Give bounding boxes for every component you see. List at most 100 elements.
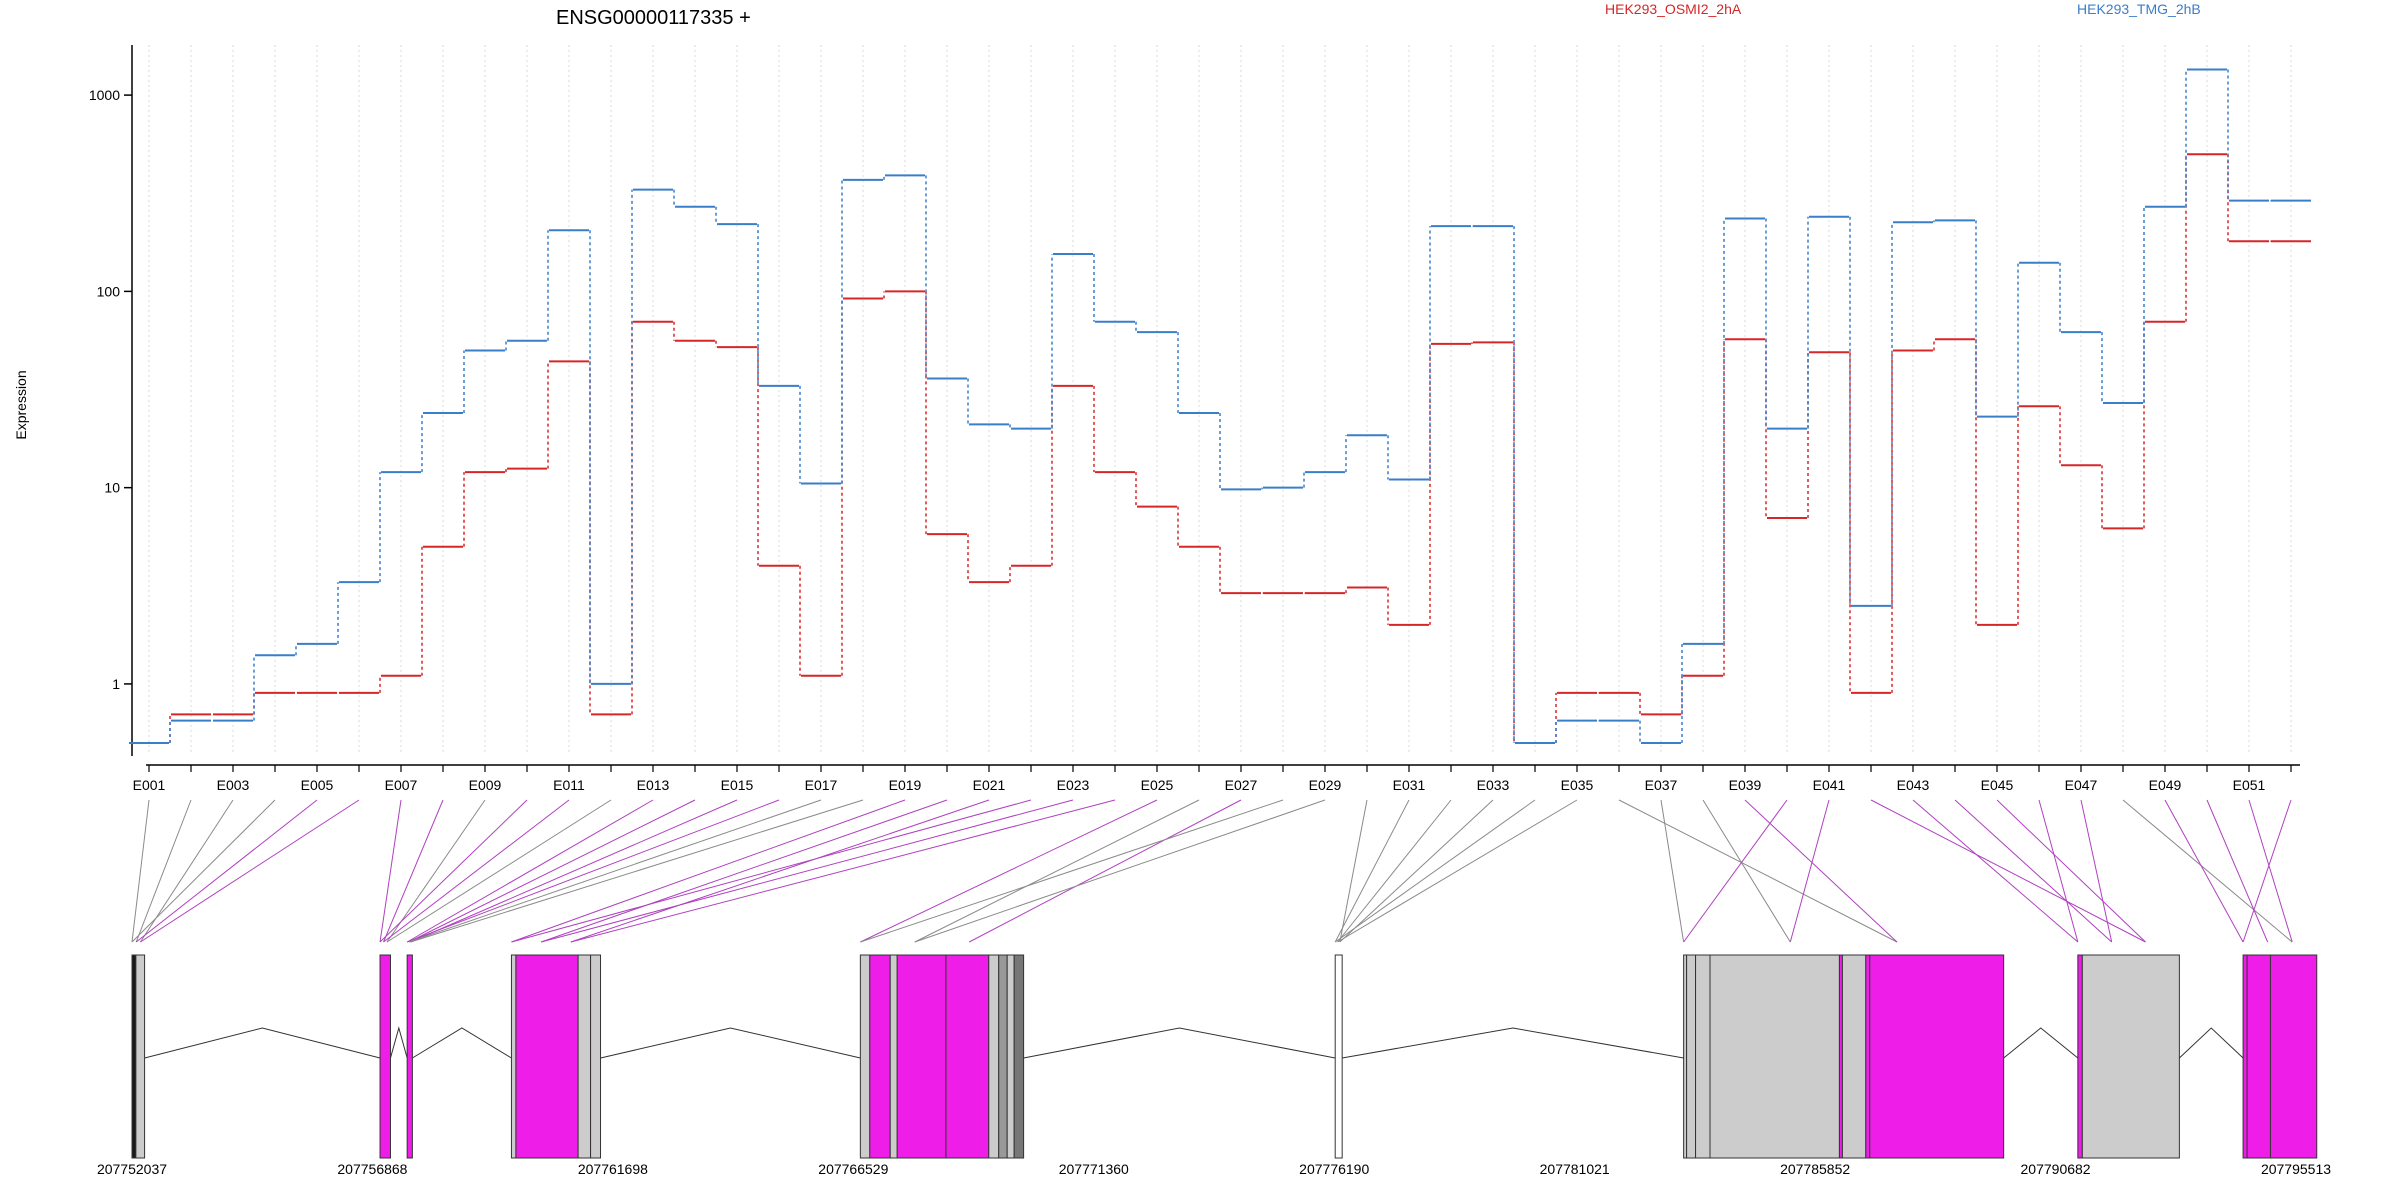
x-tick-label-e029: E029 bbox=[1309, 777, 1342, 793]
exon-block-21 bbox=[1695, 954, 1711, 1159]
intron-6 bbox=[1342, 1027, 1684, 1059]
x-tick-label-e019: E019 bbox=[889, 777, 922, 793]
x-tick-label-e039: E039 bbox=[1729, 777, 1762, 793]
legend-entry-series-b: HEK293_TMG_2hB bbox=[2077, 1, 2201, 17]
exon-connector-lines bbox=[131, 799, 2293, 943]
connector-e015 bbox=[410, 799, 738, 943]
x-tick-label-e025: E025 bbox=[1141, 777, 1174, 793]
coordinate-label-207776190: 207776190 bbox=[1299, 1161, 1369, 1177]
connector-e029 bbox=[914, 799, 1326, 943]
exon-block-7 bbox=[577, 954, 592, 1159]
chart-title: ENSG00000117335 + bbox=[556, 7, 751, 29]
exon-gridlines bbox=[148, 45, 2292, 752]
x-tick-label-e005: E005 bbox=[301, 777, 334, 793]
x-tick-label-e033: E033 bbox=[1477, 777, 1510, 793]
connector-e002 bbox=[135, 799, 192, 943]
connector-e003 bbox=[139, 799, 234, 943]
x-tick-label-e047: E047 bbox=[2065, 777, 2098, 793]
connector-e049 bbox=[2164, 799, 2244, 943]
connector-e024 bbox=[570, 799, 1116, 943]
exon-block-6 bbox=[515, 954, 579, 1159]
connector-e033 bbox=[1339, 799, 1494, 943]
exon-block-11 bbox=[889, 954, 898, 1159]
x-tick-label-e045: E045 bbox=[1981, 777, 2014, 793]
x-tick-label-e011: E011 bbox=[553, 777, 585, 793]
connector-e034 bbox=[1334, 799, 1536, 943]
connector-e046 bbox=[2038, 799, 2079, 943]
connector-e022 bbox=[511, 799, 1032, 943]
x-tick-label-e037: E037 bbox=[1645, 777, 1678, 793]
x-tick-label-e021: E021 bbox=[973, 777, 1006, 793]
exon-block-25 bbox=[1865, 954, 1871, 1159]
connector-e043 bbox=[1912, 799, 2079, 943]
exon-block-31 bbox=[2269, 954, 2318, 1159]
exon-block-13 bbox=[945, 954, 990, 1159]
y-axis-label: Expression bbox=[13, 370, 29, 439]
x-tick-label-e007: E007 bbox=[385, 777, 418, 793]
x-tick-label-e003: E003 bbox=[217, 777, 250, 793]
connector-e026 bbox=[914, 799, 1200, 943]
exon-block-28 bbox=[2081, 954, 2180, 1159]
connector-e048 bbox=[2122, 799, 2293, 943]
connector-e028 bbox=[860, 799, 1284, 943]
x-tick-label-e043: E043 bbox=[1897, 777, 1930, 793]
connector-e045 bbox=[1996, 799, 2146, 943]
connector-e009 bbox=[386, 799, 486, 943]
coordinate-label-207781021: 207781021 bbox=[1540, 1161, 1610, 1177]
exon-block-27 bbox=[2077, 954, 2083, 1159]
y-tick-label-1: 1 bbox=[112, 676, 120, 692]
coordinate-label-207771360: 207771360 bbox=[1059, 1161, 1129, 1177]
intron-4 bbox=[600, 1027, 861, 1059]
connector-e052 bbox=[2242, 799, 2292, 943]
exon-block-10 bbox=[869, 954, 891, 1159]
genomic-coordinate-labels: 207752037 207756868 207761698 207766529 2077… bbox=[97, 1161, 2331, 1177]
connector-e044 bbox=[1954, 799, 2113, 943]
exon-block-5 bbox=[510, 954, 517, 1159]
exon-block-22 bbox=[1709, 954, 1840, 1159]
coordinate-label-207761698: 207761698 bbox=[578, 1161, 648, 1177]
connector-e035 bbox=[1337, 799, 1578, 943]
connector-e041 bbox=[1789, 799, 1830, 943]
x-tick-labels: E001 E003 E005 E007 E009 E011 E013 E015 E017 E019… bbox=[133, 777, 2266, 793]
intron-3 bbox=[412, 1027, 512, 1059]
connector-e021 bbox=[570, 799, 990, 943]
exon-block-4 bbox=[406, 954, 413, 1159]
connector-e017 bbox=[408, 799, 822, 943]
x-tick-label-e041: E041 bbox=[1813, 777, 1846, 793]
exon-block-8 bbox=[590, 954, 602, 1159]
coordinate-label-207790682: 207790682 bbox=[2021, 1161, 2091, 1177]
connector-e005 bbox=[135, 799, 318, 943]
y-tick-label-1000: 1000 bbox=[89, 87, 120, 103]
exon-block-2 bbox=[135, 954, 146, 1159]
connector-e020 bbox=[540, 799, 948, 943]
connector-e031 bbox=[1334, 799, 1410, 943]
intron-1 bbox=[144, 1027, 381, 1059]
connector-e042 bbox=[1870, 799, 2146, 943]
exon-block-30 bbox=[2246, 954, 2271, 1159]
connector-e027 bbox=[968, 799, 1242, 943]
connector-e047 bbox=[2080, 799, 2113, 943]
exon-block-14 bbox=[988, 954, 1000, 1159]
coordinate-label-207752037: 207752037 bbox=[97, 1161, 167, 1177]
intron-7 bbox=[2003, 1027, 2079, 1059]
exon-block-1 bbox=[131, 954, 137, 1159]
connector-e032 bbox=[1337, 799, 1452, 943]
exon-block-15 bbox=[998, 954, 1008, 1159]
exon-block-12 bbox=[896, 954, 947, 1159]
x-tick-label-e001: E001 bbox=[133, 777, 166, 793]
connector-e051 bbox=[2248, 799, 2293, 943]
coordinate-label-207785852: 207785852 bbox=[1780, 1161, 1850, 1177]
exon-block-26 bbox=[1869, 954, 2005, 1159]
connector-e040 bbox=[1683, 799, 1788, 943]
connector-e036 bbox=[1618, 799, 1898, 943]
x-tick-label-e023: E023 bbox=[1057, 777, 1090, 793]
x-tick-label-e049: E049 bbox=[2149, 777, 2182, 793]
y-tick-labels: 1 10 100 1000 bbox=[89, 87, 120, 692]
connector-e011 bbox=[383, 799, 570, 943]
x-tick-label-e017: E017 bbox=[805, 777, 838, 793]
series-hek293-tmg-2hb bbox=[129, 68, 2311, 745]
x-tick-label-e027: E027 bbox=[1225, 777, 1258, 793]
connector-e012 bbox=[386, 799, 612, 943]
exon-block-3 bbox=[379, 954, 391, 1159]
intron-8 bbox=[2179, 1027, 2244, 1059]
